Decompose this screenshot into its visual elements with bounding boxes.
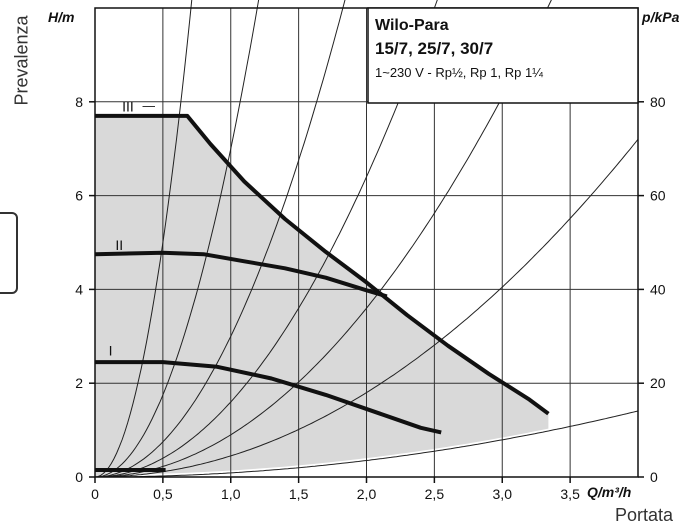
y-right-unit-label: p/kPa bbox=[641, 9, 680, 25]
x-tick-label: 0 bbox=[91, 486, 99, 502]
y-left-tick-label: 8 bbox=[75, 94, 83, 110]
pump-curve-1 bbox=[95, 113, 550, 416]
chart-subtitle: 15/7, 25/7, 30/7 bbox=[375, 39, 493, 58]
pump-curve-3 bbox=[95, 360, 442, 435]
y-right-tick-label: 60 bbox=[650, 188, 666, 204]
y-right-tick-label: 80 bbox=[650, 94, 666, 110]
x-tick-label: 2,0 bbox=[357, 486, 377, 502]
x-tick-label: 2,5 bbox=[425, 486, 445, 502]
y-axis-page-label: Prevalenza bbox=[11, 15, 32, 106]
curve-label-III: III bbox=[122, 98, 134, 114]
x-tick-label: 3,5 bbox=[560, 486, 580, 502]
y-left-tick-label: 0 bbox=[75, 469, 83, 485]
x-tick-label: 0,5 bbox=[153, 486, 173, 502]
operating-range-envelope bbox=[95, 115, 549, 478]
curve-label-I: I bbox=[109, 342, 113, 358]
system-curves bbox=[94, 0, 639, 478]
y-left-tick-label: 4 bbox=[75, 281, 83, 297]
system-curve bbox=[94, 0, 260, 478]
pump-curve-2 bbox=[94, 250, 388, 299]
y-left-tick-label: 2 bbox=[75, 375, 83, 391]
system-curve bbox=[95, 0, 552, 478]
y-right-tick-label: 20 bbox=[650, 375, 666, 391]
system-curve bbox=[94, 0, 346, 478]
system-curve bbox=[95, 410, 639, 478]
x-tick-label: 1,5 bbox=[289, 486, 309, 502]
x-unit-label: Q/m³/h bbox=[587, 484, 631, 500]
system-curve bbox=[95, 138, 639, 478]
curve-label-II: II bbox=[115, 237, 123, 253]
y-left-tick-label: 6 bbox=[75, 188, 83, 204]
x-tick-label: 1,0 bbox=[221, 486, 241, 502]
info-box bbox=[367, 7, 639, 104]
system-curve bbox=[94, 0, 193, 478]
y-right-tick-label: 40 bbox=[650, 281, 666, 297]
system-curve bbox=[95, 0, 438, 478]
side-tab bbox=[0, 212, 18, 294]
x-tick-label: 3,0 bbox=[493, 486, 513, 502]
y-right-tick-label: 0 bbox=[650, 469, 658, 485]
y-left-unit-label: H/m bbox=[48, 9, 74, 25]
x-axis-page-label: Portata bbox=[614, 505, 673, 525]
chart-note: 1~230 V - Rp½, Rp 1, Rp 1¼ bbox=[375, 65, 543, 80]
chart-title: Wilo-Para bbox=[375, 17, 449, 34]
operating-area bbox=[95, 115, 549, 478]
